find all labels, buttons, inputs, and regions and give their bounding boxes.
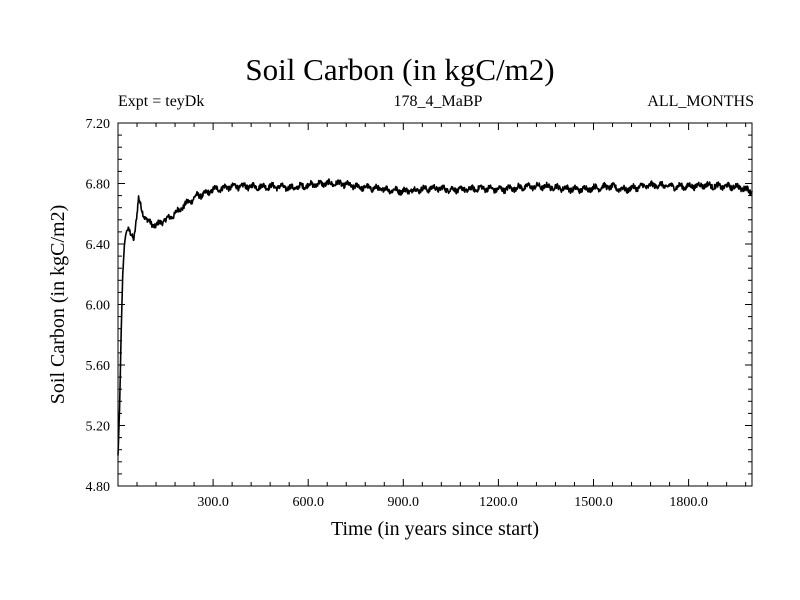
x-tick-label: 300.0 [197,495,229,510]
x-axis-ticks [117,123,747,486]
y-axis-tick-labels: 4.80 5.20 5.60 6.00 6.40 6.80 7.20 [86,117,111,495]
y-tick-label: 6.80 [86,178,111,193]
y-axis-ticks [118,122,752,487]
chart-title: Soil Carbon (in kgC/m2) [245,52,555,87]
x-axis-tick-labels: 300.0 600.0 900.0 1200.0 1500.0 1800.0 [197,495,707,510]
x-tick-label: 1800.0 [669,495,708,510]
y-tick-label: 4.80 [86,480,111,495]
x-tick-label: 600.0 [292,495,324,510]
experiment-label: Expt = teyDk [118,93,205,110]
x-tick-label: 1200.0 [479,495,518,510]
y-tick-label: 5.20 [86,420,111,435]
y-tick-label: 7.20 [86,117,111,132]
x-axis-label: Time (in years since start) [331,518,539,540]
series-line-soil-carbon [117,178,753,456]
y-tick-label: 5.60 [86,359,111,374]
x-tick-label: 1500.0 [574,495,613,510]
x-tick-label: 900.0 [388,495,420,510]
plot-frame [117,122,753,487]
y-axis-label: Soil Carbon (in kgC/m2) [47,205,69,404]
chart-subtitle: 178_4_MaBP [393,93,483,110]
y-tick-label: 6.00 [86,299,111,314]
y-tick-label: 6.40 [86,238,111,253]
period-label: ALL_MONTHS [647,93,754,110]
